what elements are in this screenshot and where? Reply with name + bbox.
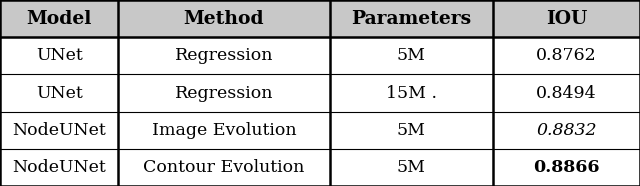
Text: UNet: UNet [36,84,83,102]
Text: 5M: 5M [397,122,426,139]
Text: 0.8832: 0.8832 [536,122,596,139]
Text: UNet: UNet [36,47,83,64]
Text: 0.8762: 0.8762 [536,47,596,64]
Text: Model: Model [26,10,92,28]
Text: 5M: 5M [397,47,426,64]
Bar [0,0,640,37]
Text: 0.8866: 0.8866 [533,159,600,176]
Text: Parameters: Parameters [351,10,471,28]
Text: 5M: 5M [397,159,426,176]
Text: 15M .: 15M . [386,84,436,102]
Text: 0.8494: 0.8494 [536,84,596,102]
Text: NodeUNet: NodeUNet [12,122,106,139]
Text: Contour Evolution: Contour Evolution [143,159,305,176]
Text: Image Evolution: Image Evolution [152,122,296,139]
Text: Regression: Regression [175,47,273,64]
Text: NodeUNet: NodeUNet [12,159,106,176]
Text: IOU: IOU [546,10,587,28]
Text: Regression: Regression [175,84,273,102]
Text: Method: Method [184,10,264,28]
